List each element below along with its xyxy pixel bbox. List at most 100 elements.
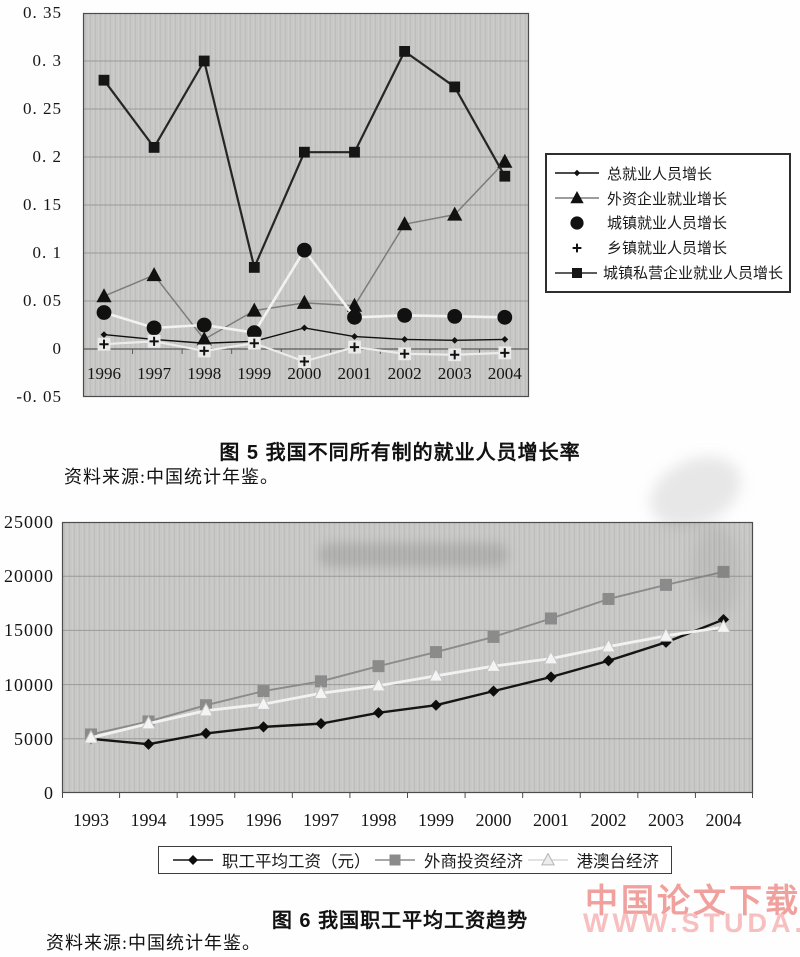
data-point [399,46,410,57]
legend-item: 外商投资经济 [373,848,523,872]
y-tick-label: 0. 3 [32,51,62,70]
data-point [196,317,212,333]
x-tick-label: 1996 [246,810,282,830]
y-tick-label: 0. 35 [23,3,62,22]
legend-diamond-marker-icon [555,170,599,177]
x-tick-label: 1993 [73,810,109,830]
data-point [98,74,110,86]
data-point [371,677,386,692]
data-point [96,288,112,303]
data-point [200,727,212,739]
data-point [389,854,401,866]
x-tick-label: 2001 [533,810,569,830]
data-point [96,305,112,320]
y-tick-label: 0. 1 [32,243,62,262]
data-point [248,262,260,273]
data-point [257,685,270,698]
data-point [400,349,410,359]
y-tick-label: 25000 [4,512,54,532]
data-point [296,294,312,309]
legend-item-label: 总就业人员增长 [607,166,713,183]
data-point [487,685,500,697]
series-line [89,625,725,740]
data-point [299,356,309,367]
data-point [313,685,329,700]
data-point [660,578,672,591]
data-point [428,667,444,682]
data-point [450,350,460,360]
legend-item-label: 乡镇就业人员增长 [607,241,728,258]
x-tick-label: 2002 [591,810,627,830]
data-point [430,646,442,659]
series-line [90,570,725,736]
data-point [570,191,584,204]
legend-triangle-light-marker-icon [527,853,568,866]
figure6-caption: 图 6 我国职工平均工资趋势 [271,910,529,932]
data-point [487,630,500,643]
data-point [148,142,160,153]
legend-item-label: 职工平均工资（元） [222,852,371,871]
legend-item: 总就业人员增长 [553,163,783,184]
legend-item: 港澳台经济 [526,848,660,872]
data-point [349,342,360,352]
legend-diamond-marker-icon [173,855,213,865]
data-point [246,325,262,341]
data-point [347,309,362,325]
series-line [102,248,507,334]
data-point [570,216,584,230]
x-tick-label: 1997 [303,810,339,830]
series-line [89,618,725,746]
legend-item: 乡镇就业人员增长 [553,237,783,258]
data-point [572,267,582,278]
figure5-plot: 1996 1997 1998 1999 2000 2001 2002 2003 2004 [82,12,530,398]
data-point [315,675,327,688]
x-tick-label: 1996 [87,364,121,383]
legend-circle-marker-icon [570,216,584,230]
legend-item-label: 港澳台经济 [576,852,660,871]
figure6-legend: 职工平均工资（元） 外商投资经济 港澳台经济 [158,846,672,874]
data-point [397,308,412,323]
data-point [717,565,730,578]
series-line [102,50,506,269]
data-point [602,592,615,605]
data-point [100,331,108,338]
figure6-source: 资料来源:中国统计年鉴。 [46,933,261,953]
data-point [246,302,262,317]
data-point [447,206,463,221]
x-tick-label: 1994 [131,810,167,830]
data-point [500,348,510,358]
y-tick-label: 0. 2 [32,147,62,166]
data-point [198,55,210,67]
data-point [401,336,408,343]
x-tick-label: 2001 [338,364,372,383]
legend-square-marker-icon [555,267,597,278]
y-tick-label: 0 [44,783,54,803]
data-point [397,216,413,231]
figure5-legend: 总就业人员增长 外资企业就业增长 城镇就业人员增长 乡镇就业人员增长 城镇私营企业就业人… [545,153,791,293]
figure5-caption: 图 5 我国不同所有制的就业人员增长率 [219,442,581,464]
data-point [346,297,363,312]
x-tick-label: 2003 [648,810,684,830]
data-point [297,242,312,258]
legend-item: 外资企业就业增长 [553,188,783,209]
legend-triangle-marker-icon [555,191,599,204]
x-tick-label: 1999 [418,810,454,830]
figure6-plot: 1993 1994 1995 1996 1997 1998 1999 2000 2001 2002… [61,521,754,830]
data-point [315,718,327,730]
data-point [447,308,463,324]
data-point [601,638,616,653]
y-tick-label: 20000 [4,566,54,587]
data-point [188,855,198,865]
data-point [430,699,442,711]
plot-border [61,521,754,794]
data-point [658,627,674,642]
data-point [199,346,209,356]
legend-item-label: 外资企业就业增长 [607,191,728,208]
data-point [540,853,555,866]
x-tick-label: 1998 [361,810,397,830]
x-tick-label: 2000 [476,810,512,830]
data-point [146,320,162,336]
data-point [449,81,461,93]
plot-border [82,12,530,398]
data-point [299,146,310,158]
